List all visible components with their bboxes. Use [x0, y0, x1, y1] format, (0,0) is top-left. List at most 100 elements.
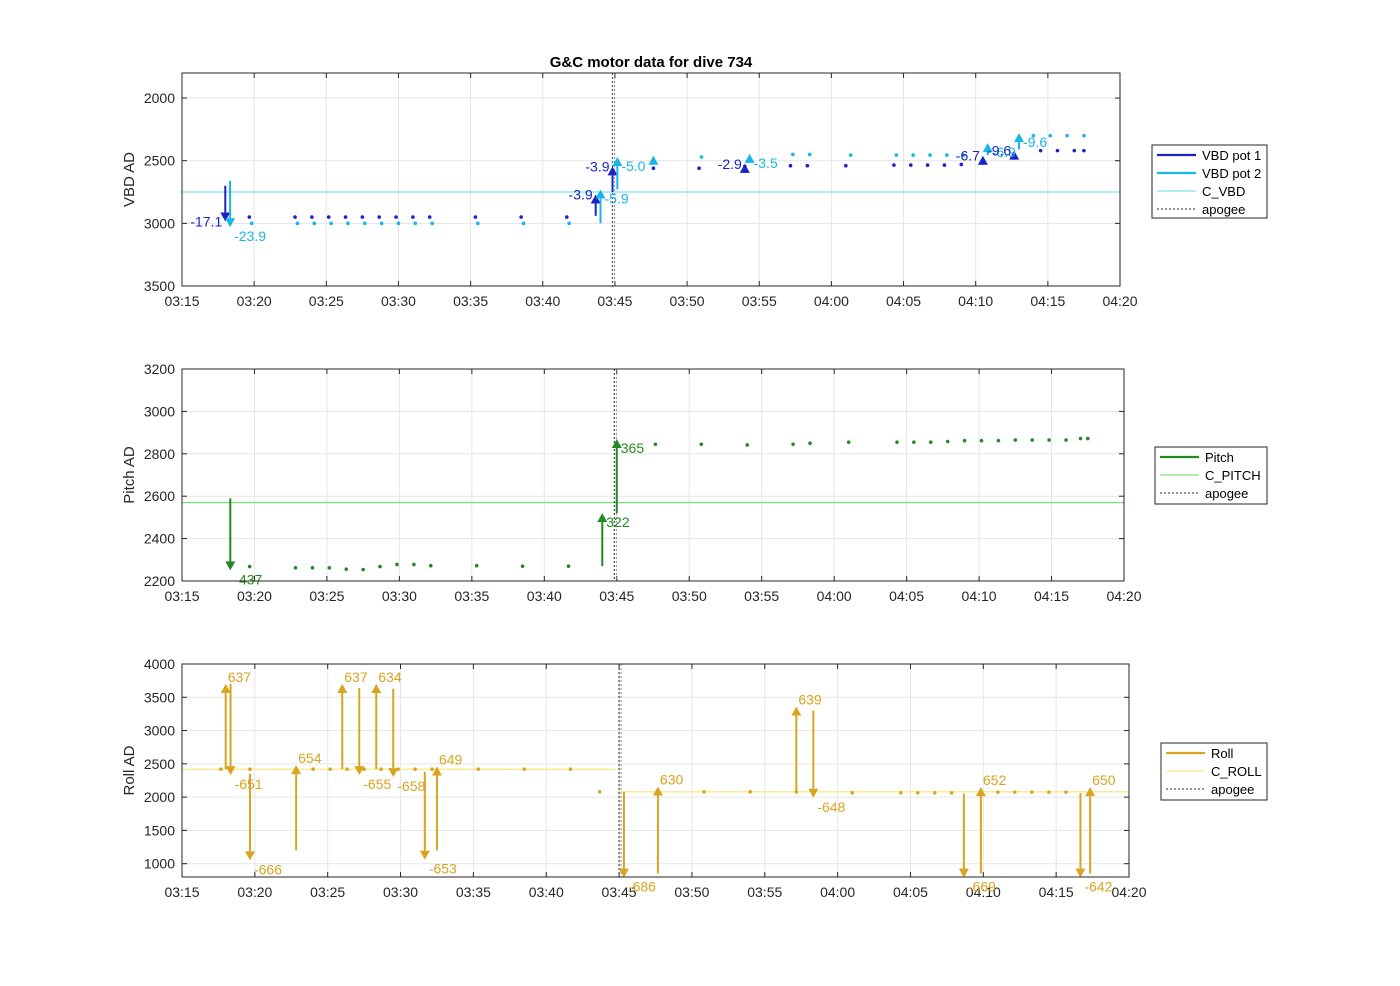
arrow-head: [388, 768, 399, 778]
arrow-head: [808, 788, 819, 798]
y-tick-label: 2800: [144, 446, 175, 462]
chart-title: G&C motor data for dive 734: [550, 54, 753, 71]
data-point: [1031, 133, 1036, 138]
y-tick-label: 2500: [144, 756, 175, 772]
data-point: [219, 767, 223, 771]
data-point: [413, 221, 418, 226]
x-tick-label: 04:15: [1030, 293, 1065, 309]
data-point: [1030, 438, 1035, 442]
legend-entry: apogee: [1205, 486, 1248, 501]
arrow-label: -6.9: [992, 144, 1016, 160]
arrow-head: [337, 683, 348, 693]
arrow-label: 365: [621, 440, 645, 456]
data-point: [428, 563, 433, 568]
x-tick-label: 03:45: [599, 588, 634, 604]
arrow-head: [977, 155, 988, 165]
data-point: [898, 790, 903, 795]
arrow-label: 654: [298, 750, 322, 766]
y-tick-label: 2000: [144, 789, 175, 805]
arrow-head: [225, 218, 236, 228]
arrow-head: [244, 851, 255, 861]
arrow-head: [611, 438, 622, 448]
axes-box: [181, 663, 1130, 878]
data-point: [476, 221, 480, 226]
arrow-head: [1085, 787, 1096, 797]
x-tick-label: 03:35: [453, 293, 488, 309]
y-tick-label: 3000: [144, 723, 175, 739]
x-tick-label: 04:00: [817, 588, 852, 604]
y-tick-label: 2000: [144, 90, 175, 106]
arrow-head: [958, 868, 969, 877]
axes-box: [181, 368, 1125, 582]
arrow-label: -3.9: [569, 187, 593, 203]
data-point: [1013, 438, 1018, 442]
x-tick-label: 03:20: [237, 293, 272, 309]
data-point: [310, 566, 315, 570]
data-point: [911, 153, 915, 157]
data-point: [808, 441, 812, 446]
data-point: [788, 163, 793, 168]
data-point: [568, 767, 573, 771]
data-point: [412, 562, 416, 567]
x-tick-label: 03:15: [164, 293, 199, 309]
data-point: [379, 221, 384, 226]
y-tick-label: 3000: [144, 215, 175, 231]
arrow-label: -5.9: [604, 191, 628, 207]
arrow-label: -653: [429, 861, 457, 877]
data-point: [395, 562, 399, 567]
arrow-label: 639: [798, 692, 822, 708]
data-point: [908, 163, 913, 167]
x-tick-label: 04:10: [958, 293, 993, 309]
data-point: [928, 153, 932, 157]
x-tick-label: 03:30: [381, 293, 416, 309]
arrow-label: -655: [363, 776, 391, 792]
plot-area: [182, 369, 1124, 581]
data-point: [413, 767, 417, 771]
arrow-head: [431, 766, 442, 776]
arrow-head: [612, 156, 623, 166]
data-point: [791, 152, 795, 157]
arrow-label: -642: [1084, 879, 1112, 895]
data-point: [1055, 148, 1060, 153]
data-point: [1047, 790, 1051, 794]
data-point: [895, 440, 899, 444]
y-axis-label: Pitch AD: [121, 446, 138, 504]
y-axis-label: Roll AD: [121, 745, 138, 795]
data-point: [345, 767, 349, 771]
x-tick-label: 03:20: [237, 588, 272, 604]
arrow-label: -9.6: [987, 143, 1011, 159]
data-point: [394, 215, 398, 219]
data-point: [326, 215, 331, 219]
data-point: [848, 153, 853, 157]
legend-entry: Pitch: [1205, 450, 1234, 465]
data-point: [473, 215, 478, 219]
data-point: [912, 440, 916, 444]
arrow-head: [648, 155, 659, 165]
data-point: [311, 767, 315, 771]
data-point: [844, 163, 848, 168]
data-point: [343, 215, 348, 219]
x-tick-label: 03:30: [383, 884, 418, 900]
data-point: [565, 215, 569, 219]
arrow-head: [371, 683, 382, 693]
legend-entry: Roll: [1211, 746, 1234, 761]
data-point: [1082, 148, 1086, 153]
data-point: [962, 438, 967, 443]
arrow-head: [607, 166, 618, 176]
data-point: [361, 567, 365, 572]
data-point: [567, 221, 572, 226]
data-point: [653, 442, 658, 447]
arrow-head: [291, 765, 302, 775]
y-tick-label: 2500: [144, 153, 175, 169]
data-point: [520, 564, 525, 568]
y-tick-label: 3500: [144, 689, 175, 705]
data-point: [476, 767, 481, 771]
plot-area: [182, 73, 1120, 286]
x-tick-label: 04:20: [1111, 884, 1146, 900]
legend-entry: C_VBD: [1202, 184, 1245, 199]
x-tick-label: 03:25: [309, 588, 344, 604]
data-point: [379, 767, 383, 771]
data-point: [411, 215, 415, 219]
data-point: [396, 221, 401, 226]
